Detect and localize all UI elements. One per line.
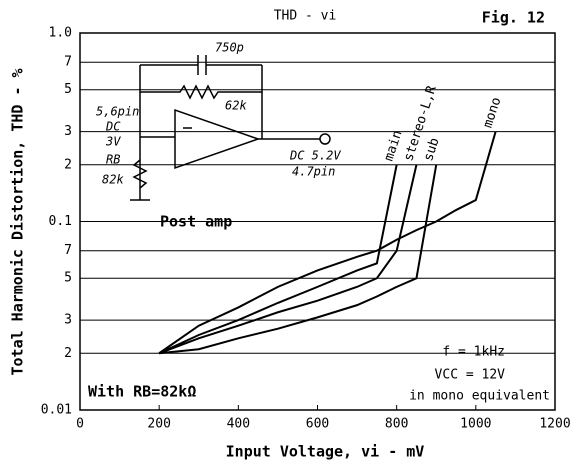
annotation: 3V — [105, 135, 121, 149]
y-tick-label: 5 — [64, 271, 72, 286]
series-label: sub — [421, 136, 443, 163]
annotation: RB — [106, 153, 120, 167]
annotation: 4.7pin — [292, 165, 335, 179]
annotation: DC — [105, 120, 121, 134]
annotation: 62k — [225, 99, 247, 113]
y-tick-label: 3 — [64, 313, 72, 328]
annotation: Post amp — [160, 213, 232, 231]
annotation: DC 5.2V — [289, 149, 341, 163]
annotation: 750p — [215, 41, 244, 55]
y-axis-label: Total Harmonic Distortion, THD - % — [9, 68, 27, 375]
annotation: 82k — [102, 173, 124, 187]
x-axis-label: Input Voltage, vi - mV — [226, 443, 425, 461]
annotation: 5,6pin — [96, 105, 139, 119]
x-tick-label: 400 — [227, 417, 250, 432]
y-tick-label: 2 — [64, 157, 72, 172]
series-line — [158, 164, 418, 355]
x-tick-label: 800 — [385, 417, 408, 432]
series-line — [159, 164, 438, 355]
y-tick-label: 5 — [64, 82, 72, 97]
y-tick-label: 7 — [64, 55, 72, 70]
annotation: f = 1kHz — [442, 345, 505, 360]
x-tick-label: 600 — [306, 417, 329, 432]
y-tick-label: 0.01 — [41, 403, 72, 418]
annotation: VCC = 12V — [435, 368, 506, 383]
chart-title: THD - vi — [274, 9, 337, 24]
series-line — [158, 164, 398, 355]
x-tick-label: 1200 — [539, 417, 570, 432]
y-tick-label: 3 — [64, 124, 72, 139]
series-line — [158, 131, 497, 355]
y-tick-label: 0.1 — [49, 214, 72, 229]
annotation: With RB=82kΩ — [88, 383, 196, 401]
y-tick-label: 1.0 — [49, 26, 72, 41]
y-tick-label: 2 — [64, 346, 72, 361]
x-tick-label: 0 — [76, 417, 84, 432]
x-tick-label: 1000 — [460, 417, 491, 432]
y-tick-label: 7 — [64, 243, 72, 258]
annotation: in mono equivalent — [409, 389, 550, 404]
figure-number: Fig. 12 — [482, 9, 545, 27]
circuit-inset — [130, 40, 331, 210]
x-tick-label: 200 — [147, 417, 170, 432]
series-label: mono — [480, 95, 504, 129]
